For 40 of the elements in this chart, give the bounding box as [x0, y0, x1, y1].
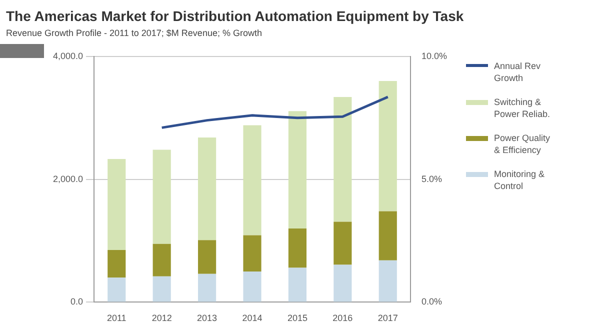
bar	[152, 150, 171, 244]
bar	[152, 276, 171, 302]
bar	[108, 159, 126, 250]
bar	[288, 111, 307, 228]
bar	[243, 235, 262, 272]
legend-label: Switching & Power Reliab.	[494, 96, 552, 120]
y-tick-label: 4,000.0	[52, 50, 84, 61]
bar	[288, 228, 307, 268]
bar	[152, 244, 171, 276]
bar	[243, 125, 262, 236]
y2-tick-label: 5.0%	[421, 174, 442, 184]
y-tick-label: 2,000.0	[52, 174, 84, 184]
x-tick-label: 2017	[378, 313, 398, 324]
x-tick-label: 2013	[197, 313, 218, 324]
bar	[378, 260, 397, 302]
bar	[334, 222, 352, 265]
bar	[378, 211, 397, 260]
bar	[108, 278, 126, 302]
bar	[198, 138, 216, 240]
legend-label: Power Quality & Efficiency	[494, 132, 552, 156]
x-tick-label: 2012	[152, 313, 172, 324]
y2-tick-label: 0.0%	[421, 296, 442, 307]
y-tick-label: 0.0	[70, 296, 84, 307]
x-tick-label: 2014	[242, 313, 262, 324]
x-tick-label: 2015	[287, 313, 308, 324]
chart-title: The Americas Market for Distribution Automation Equipment by Task	[6, 8, 464, 24]
bar	[334, 96, 352, 222]
legend-label: Annual Rev Growth	[494, 60, 542, 84]
x-tick-label: 2016	[332, 313, 353, 324]
bar	[243, 271, 262, 302]
chart-subtitle: Revenue Growth Profile - 2011 to 2017; $M Revenue; % Growth	[6, 28, 262, 38]
bar	[288, 268, 307, 302]
bar	[334, 264, 352, 302]
legend-label: Monitoring & Control	[494, 168, 546, 192]
bar	[108, 250, 126, 278]
y2-tick-label: 10.0%	[421, 50, 448, 61]
bar	[378, 80, 397, 212]
bar	[198, 240, 216, 274]
bar	[198, 274, 216, 302]
x-tick-label: 2011	[106, 313, 126, 324]
